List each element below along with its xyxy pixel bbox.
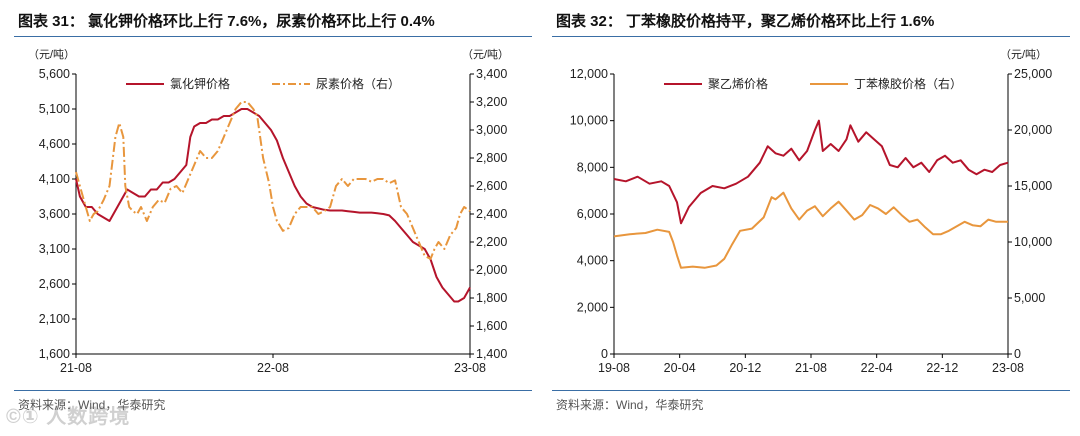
legend-label-1: 尿素价格（右） <box>316 76 400 91</box>
x-tick-label: 23-08 <box>992 361 1024 375</box>
watermark-logo: ©① 人数跨境 <box>6 406 131 428</box>
x-tick-label: 23-08 <box>454 361 486 375</box>
left-tick-label: 2,000 <box>577 300 608 314</box>
legend-label-0: 聚乙烯价格 <box>708 76 768 91</box>
right-tick-label: 3,200 <box>476 95 507 109</box>
chart-title: 图表 31： 氯化钾价格环比上行 7.6%，尿素价格环比上行 0.4% <box>18 13 435 30</box>
source-note: 资料来源：Wind，华泰研究 <box>556 398 704 412</box>
right-tick-label: 10,000 <box>1014 235 1052 249</box>
right-tick-label: 0 <box>1014 347 1021 361</box>
left-tick-label: 5,100 <box>39 102 70 116</box>
series-line-0 <box>75 108 471 303</box>
left-tick-label: 4,100 <box>39 172 70 186</box>
right-tick-label: 2,800 <box>476 151 507 165</box>
right-tick-label: 25,000 <box>1014 67 1052 81</box>
left-tick-label: 6,000 <box>577 207 608 221</box>
right-tick-label: 15,000 <box>1014 179 1052 193</box>
left-tick-label: 1,600 <box>39 347 70 361</box>
right-tick-label: 2,400 <box>476 207 507 221</box>
x-tick-label: 21-08 <box>60 361 92 375</box>
right-tick-label: 3,000 <box>476 123 507 137</box>
panel-pe-sbr: 图表 32： 丁苯橡胶价格持平，聚乙烯价格环比上行 1.6% （元/吨） 0 2,0… <box>552 0 1072 436</box>
left-tick-label: 5,600 <box>39 67 70 81</box>
left-unit-label: （元/吨） <box>28 48 75 61</box>
x-tick-label: 22-04 <box>861 361 893 375</box>
right-tick-label: 20,000 <box>1014 123 1052 137</box>
title-rule <box>552 36 1070 37</box>
right-tick-label: 5,000 <box>1014 291 1045 305</box>
source-note: 资料来源：Wind，华泰研究 <box>18 398 166 412</box>
left-tick-label: 2,100 <box>39 312 70 326</box>
left-tick-label: 12,000 <box>570 67 608 81</box>
right-tick-label: 1,400 <box>476 347 507 361</box>
right-unit-label: （元/吨） <box>462 48 509 61</box>
left-tick-label: 10,000 <box>570 114 608 128</box>
x-tick-label: 20-04 <box>664 361 696 375</box>
legend-label-0: 氯化钾价格 <box>170 76 230 91</box>
x-tick-label: 22-12 <box>926 361 958 375</box>
series-line-1 <box>75 101 471 260</box>
title-rule <box>14 36 532 37</box>
right-tick-label: 3,400 <box>476 67 507 81</box>
x-tick-label: 19-08 <box>598 361 630 375</box>
left-tick-label: 3,600 <box>39 207 70 221</box>
source-rule <box>552 390 1070 391</box>
left-tick-label: 3,100 <box>39 242 70 256</box>
left-tick-label: 4,600 <box>39 137 70 151</box>
x-tick-label: 21-08 <box>795 361 827 375</box>
left-tick-label: 2,600 <box>39 277 70 291</box>
right-tick-label: 1,800 <box>476 291 507 305</box>
chart-potash-urea: （元/吨） （元/吨） 1,600 2,100 2,600 3,100 3,600 4,100… <box>28 48 509 375</box>
chart-title: 图表 32： 丁苯橡胶价格持平，聚乙烯价格环比上行 1.6% <box>556 13 935 30</box>
right-tick-label: 1,600 <box>476 319 507 333</box>
series-line-0 <box>613 119 1009 225</box>
left-tick-label: 8,000 <box>577 160 608 174</box>
left-tick-label: 0 <box>601 347 608 361</box>
right-tick-label: 2,000 <box>476 263 507 277</box>
chart-pe-sbr: （元/吨） 0 2,000 4,000 6,000 8,000 10,000 12,000 0 5… <box>570 48 1053 375</box>
x-tick-label: 22-08 <box>257 361 289 375</box>
series-line-1 <box>613 191 1008 269</box>
legend-label-1: 丁苯橡胶价格（右） <box>854 76 962 91</box>
right-tick-label: 2,600 <box>476 179 507 193</box>
source-rule <box>14 390 532 391</box>
right-unit-label: （元/吨） <box>1000 48 1047 61</box>
left-tick-label: 4,000 <box>577 254 608 268</box>
panel-potash-urea: 图表 31： 氯化钾价格环比上行 7.6%，尿素价格环比上行 0.4% （元/吨… <box>14 0 534 436</box>
x-tick-label: 20-12 <box>729 361 761 375</box>
right-tick-label: 2,200 <box>476 235 507 249</box>
